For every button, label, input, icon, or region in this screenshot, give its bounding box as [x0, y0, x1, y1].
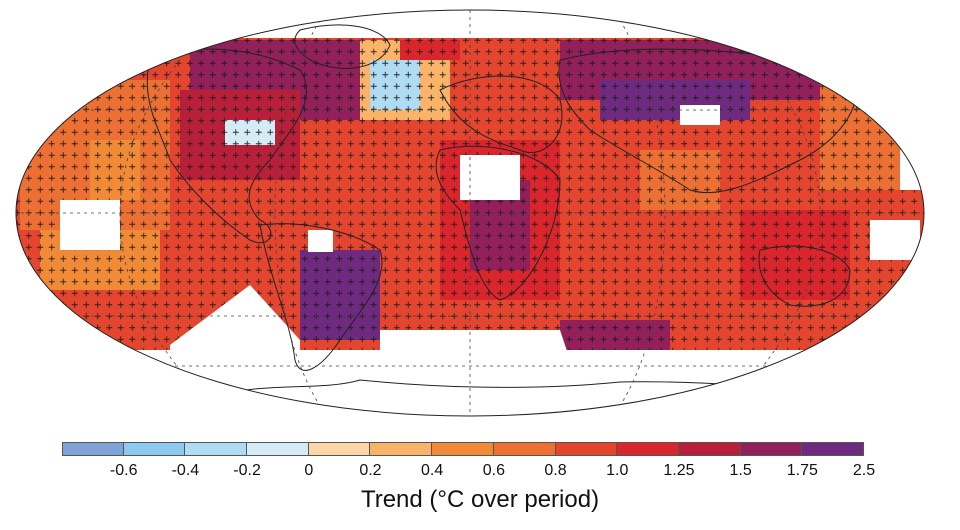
- colorbar-segment: [123, 442, 186, 456]
- colorbar-tick-label: 0.8: [544, 462, 567, 479]
- continent-coastlines: [146, 24, 857, 371]
- colorbar-segment: [802, 442, 864, 456]
- colorbar-segment: [308, 442, 371, 456]
- colorbar-segment: [62, 442, 124, 456]
- colorbar-segment: [493, 442, 556, 456]
- colorbar-segment: [617, 442, 679, 456]
- map-globe: [16, 10, 924, 416]
- colorbar-tick-label: 1.5: [729, 462, 752, 479]
- colorbar: [62, 442, 864, 456]
- colorbar-segment: [432, 442, 494, 456]
- colorbar-frame: [62, 442, 864, 456]
- colorbar-tick-label: 1.75: [786, 462, 818, 479]
- colorbar-segment: [555, 442, 618, 456]
- colorbar-title: Trend (°C over period): [360, 486, 600, 513]
- globe-outline: [15, 9, 925, 417]
- colorbar-tick-label: 0.2: [359, 462, 382, 479]
- colorbar-tick-label: 0.4: [421, 462, 444, 479]
- colorbar-segment: [740, 442, 803, 456]
- colorbar-tick-label: 1.25: [663, 462, 695, 479]
- colorbar-segment: [678, 442, 741, 456]
- colorbar-segment: [185, 442, 248, 456]
- colorbar-tick-label: 2.5: [852, 462, 876, 479]
- colorbar-tick-label: -0.6: [109, 462, 138, 479]
- colorbar-tick-label: 0.6: [482, 462, 505, 479]
- colorbar-segment: [370, 442, 433, 456]
- colorbar-tick-label: 0: [304, 462, 314, 479]
- colorbar-tick-label: 1.0: [606, 462, 629, 479]
- colorbar-tick-label: -0.4: [171, 462, 200, 479]
- colorbar-segment: [247, 442, 309, 456]
- colorbar-tick-label: -0.2: [233, 462, 261, 479]
